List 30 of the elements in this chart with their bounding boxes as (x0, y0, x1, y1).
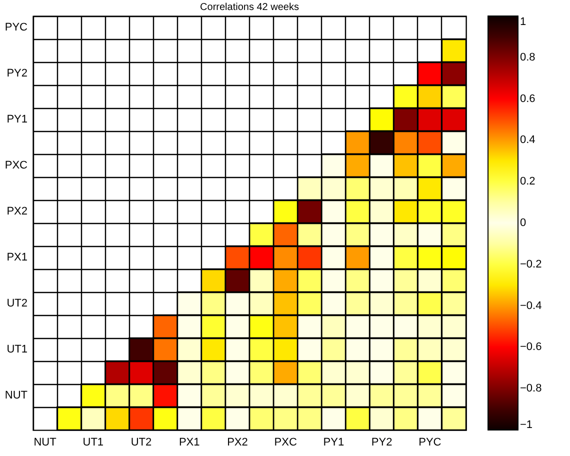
y-tick-label: UT2 (6, 298, 28, 310)
color-bar-label: −0.8 (520, 382, 542, 395)
y-tick-label: UT1 (6, 344, 28, 356)
y-tick-label: PX1 (6, 252, 28, 264)
x-tick-label: UT2 (130, 436, 152, 448)
color-bar-label: 1 (520, 16, 526, 28)
x-tick-label: NUT (34, 436, 57, 448)
x-tick-label: PX2 (227, 436, 248, 448)
color-bar-label: −0.2 (520, 258, 542, 270)
x-tick-label: UT1 (82, 436, 104, 448)
color-bar-label: 0 (520, 217, 526, 229)
y-tick-label: PXC (4, 160, 28, 172)
x-tick-label: PYC (418, 436, 442, 448)
x-tick-label: PXC (274, 436, 297, 448)
x-tick-label: PX1 (178, 436, 200, 448)
y-tick-label: PY2 (6, 68, 28, 80)
y-tick-label: PYC (4, 22, 28, 34)
y-tick-label: NUT (4, 390, 28, 402)
color-bar-label: −1 (520, 419, 533, 431)
color-bar-label: 0.4 (520, 134, 536, 146)
y-tick-label: PY1 (6, 114, 28, 126)
x-tick-label: PY1 (323, 436, 344, 448)
color-bar-label: −0.6 (520, 341, 542, 354)
color-bar-label: 0.2 (520, 176, 536, 188)
y-tick-label: PX2 (6, 206, 28, 218)
chart-title: Correlations 42 weeks (200, 2, 299, 13)
x-tick-label: PY2 (371, 436, 392, 448)
color-bar-label: −0.4 (520, 300, 542, 312)
color-bar-label: 0.6 (520, 92, 536, 105)
color-bar-label: 0.8 (520, 51, 536, 64)
